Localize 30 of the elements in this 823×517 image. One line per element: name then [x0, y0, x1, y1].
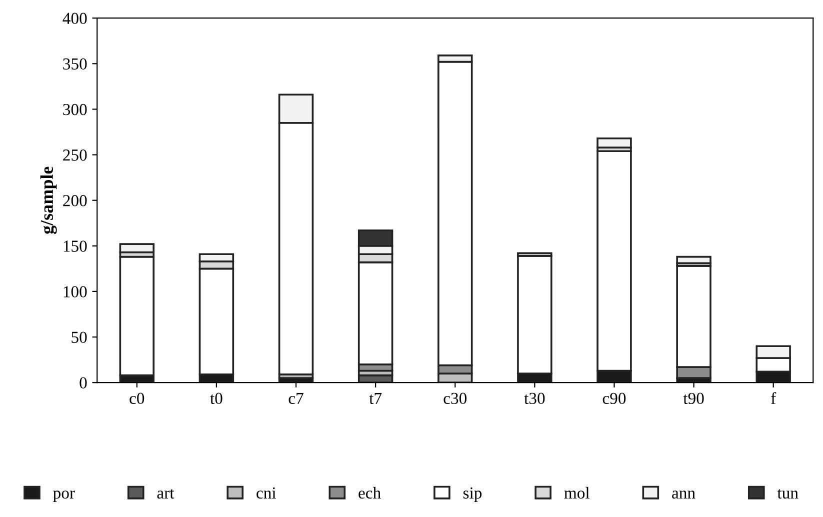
legend-label: ann	[672, 490, 696, 499]
x-tick-label: c90	[602, 392, 626, 404]
y-tick-label: 100	[64, 286, 87, 298]
y-tick-label: 0	[80, 377, 87, 389]
x-tick-label: t30	[524, 392, 545, 404]
y-axis-title: g/sample	[40, 166, 57, 234]
bar	[676, 256, 712, 264]
x-tick-label: c0	[130, 392, 144, 404]
x-tick-label: f	[771, 392, 776, 404]
legend-label: ech	[358, 486, 381, 499]
legend-label: sip	[463, 487, 482, 502]
bar	[119, 243, 155, 254]
legend-label: mol	[564, 486, 590, 499]
y-tick-label: 50	[72, 332, 87, 343]
x-tick-label: t7	[369, 392, 382, 404]
x-tick-label: t90	[683, 392, 704, 404]
x-tick-label: c30	[444, 392, 467, 404]
legend-label: por	[53, 490, 75, 502]
x-tick-label: c7	[288, 392, 304, 404]
legend-label: art	[157, 489, 174, 499]
legend-label: cni	[256, 487, 276, 499]
y-tick-label: 300	[63, 104, 87, 116]
y-tick-label: 400	[62, 12, 87, 24]
bar	[596, 137, 632, 148]
legend-label: tun	[777, 489, 798, 499]
y-tick-label: 200	[63, 195, 87, 206]
y-tick-label: 250	[63, 149, 87, 161]
y-tick-label: 150	[64, 240, 87, 252]
x-tick-label: t0	[210, 392, 222, 404]
y-tick-label: 350	[63, 58, 87, 70]
